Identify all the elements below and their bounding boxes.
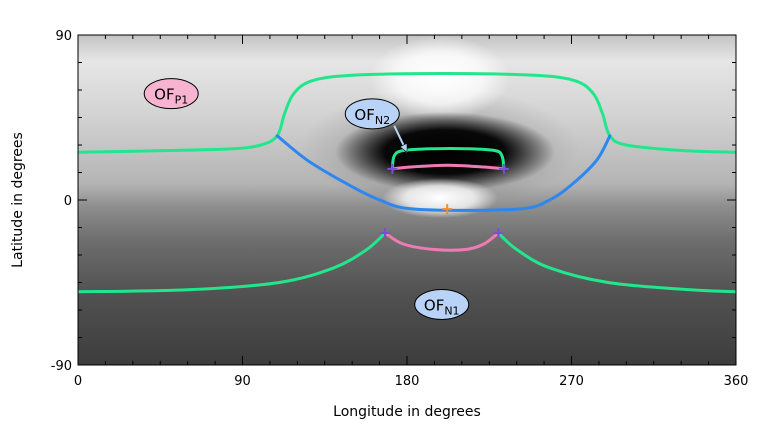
region-label-p1: OFP1: [143, 78, 199, 110]
label-text: OFP1: [154, 86, 188, 107]
series-line-4: [78, 231, 387, 294]
contour-lines: [78, 71, 736, 294]
marker-3: [493, 228, 504, 238]
marker-2: [380, 228, 391, 238]
x-axis-title: Longitude in degrees: [333, 404, 481, 420]
label-sub: N2: [375, 114, 390, 127]
series-line-2: [390, 146, 506, 171]
series-line-5: [496, 231, 736, 294]
series-line-1: [275, 134, 612, 212]
y-axis-title: Latitude in degrees: [10, 132, 26, 268]
x-tick-label: 270: [559, 374, 584, 389]
label-main: OF: [154, 86, 174, 104]
markers: [380, 163, 509, 238]
label-badge: [414, 289, 470, 320]
series-line-6: [383, 231, 500, 252]
region-label-n2: OFN2: [344, 98, 408, 153]
series-line-3: [390, 163, 506, 171]
marker-1: [498, 163, 509, 174]
label-badge: [143, 78, 199, 110]
y-tick-label: -90: [51, 359, 72, 374]
marker-0: [387, 163, 398, 174]
x-tick-label: 90: [234, 374, 251, 389]
label-sub: N1: [444, 305, 459, 318]
label-text: OFN1: [424, 297, 460, 318]
label-badge: [344, 98, 400, 130]
label-main: OF: [424, 297, 444, 315]
label-text: OFN2: [354, 106, 390, 127]
y-tick-label: 0: [64, 194, 72, 209]
x-tick-label: 180: [395, 374, 420, 389]
label-arrow-head: [399, 142, 408, 153]
region-label-n1: OFN1: [414, 289, 470, 320]
x-tick-label: 0: [74, 374, 82, 389]
marker-4: [442, 204, 453, 215]
x-tick-label: 360: [724, 374, 749, 389]
label-main: OF: [354, 106, 374, 124]
y-tick-label: 90: [55, 29, 72, 44]
label-sub: P1: [175, 94, 189, 107]
